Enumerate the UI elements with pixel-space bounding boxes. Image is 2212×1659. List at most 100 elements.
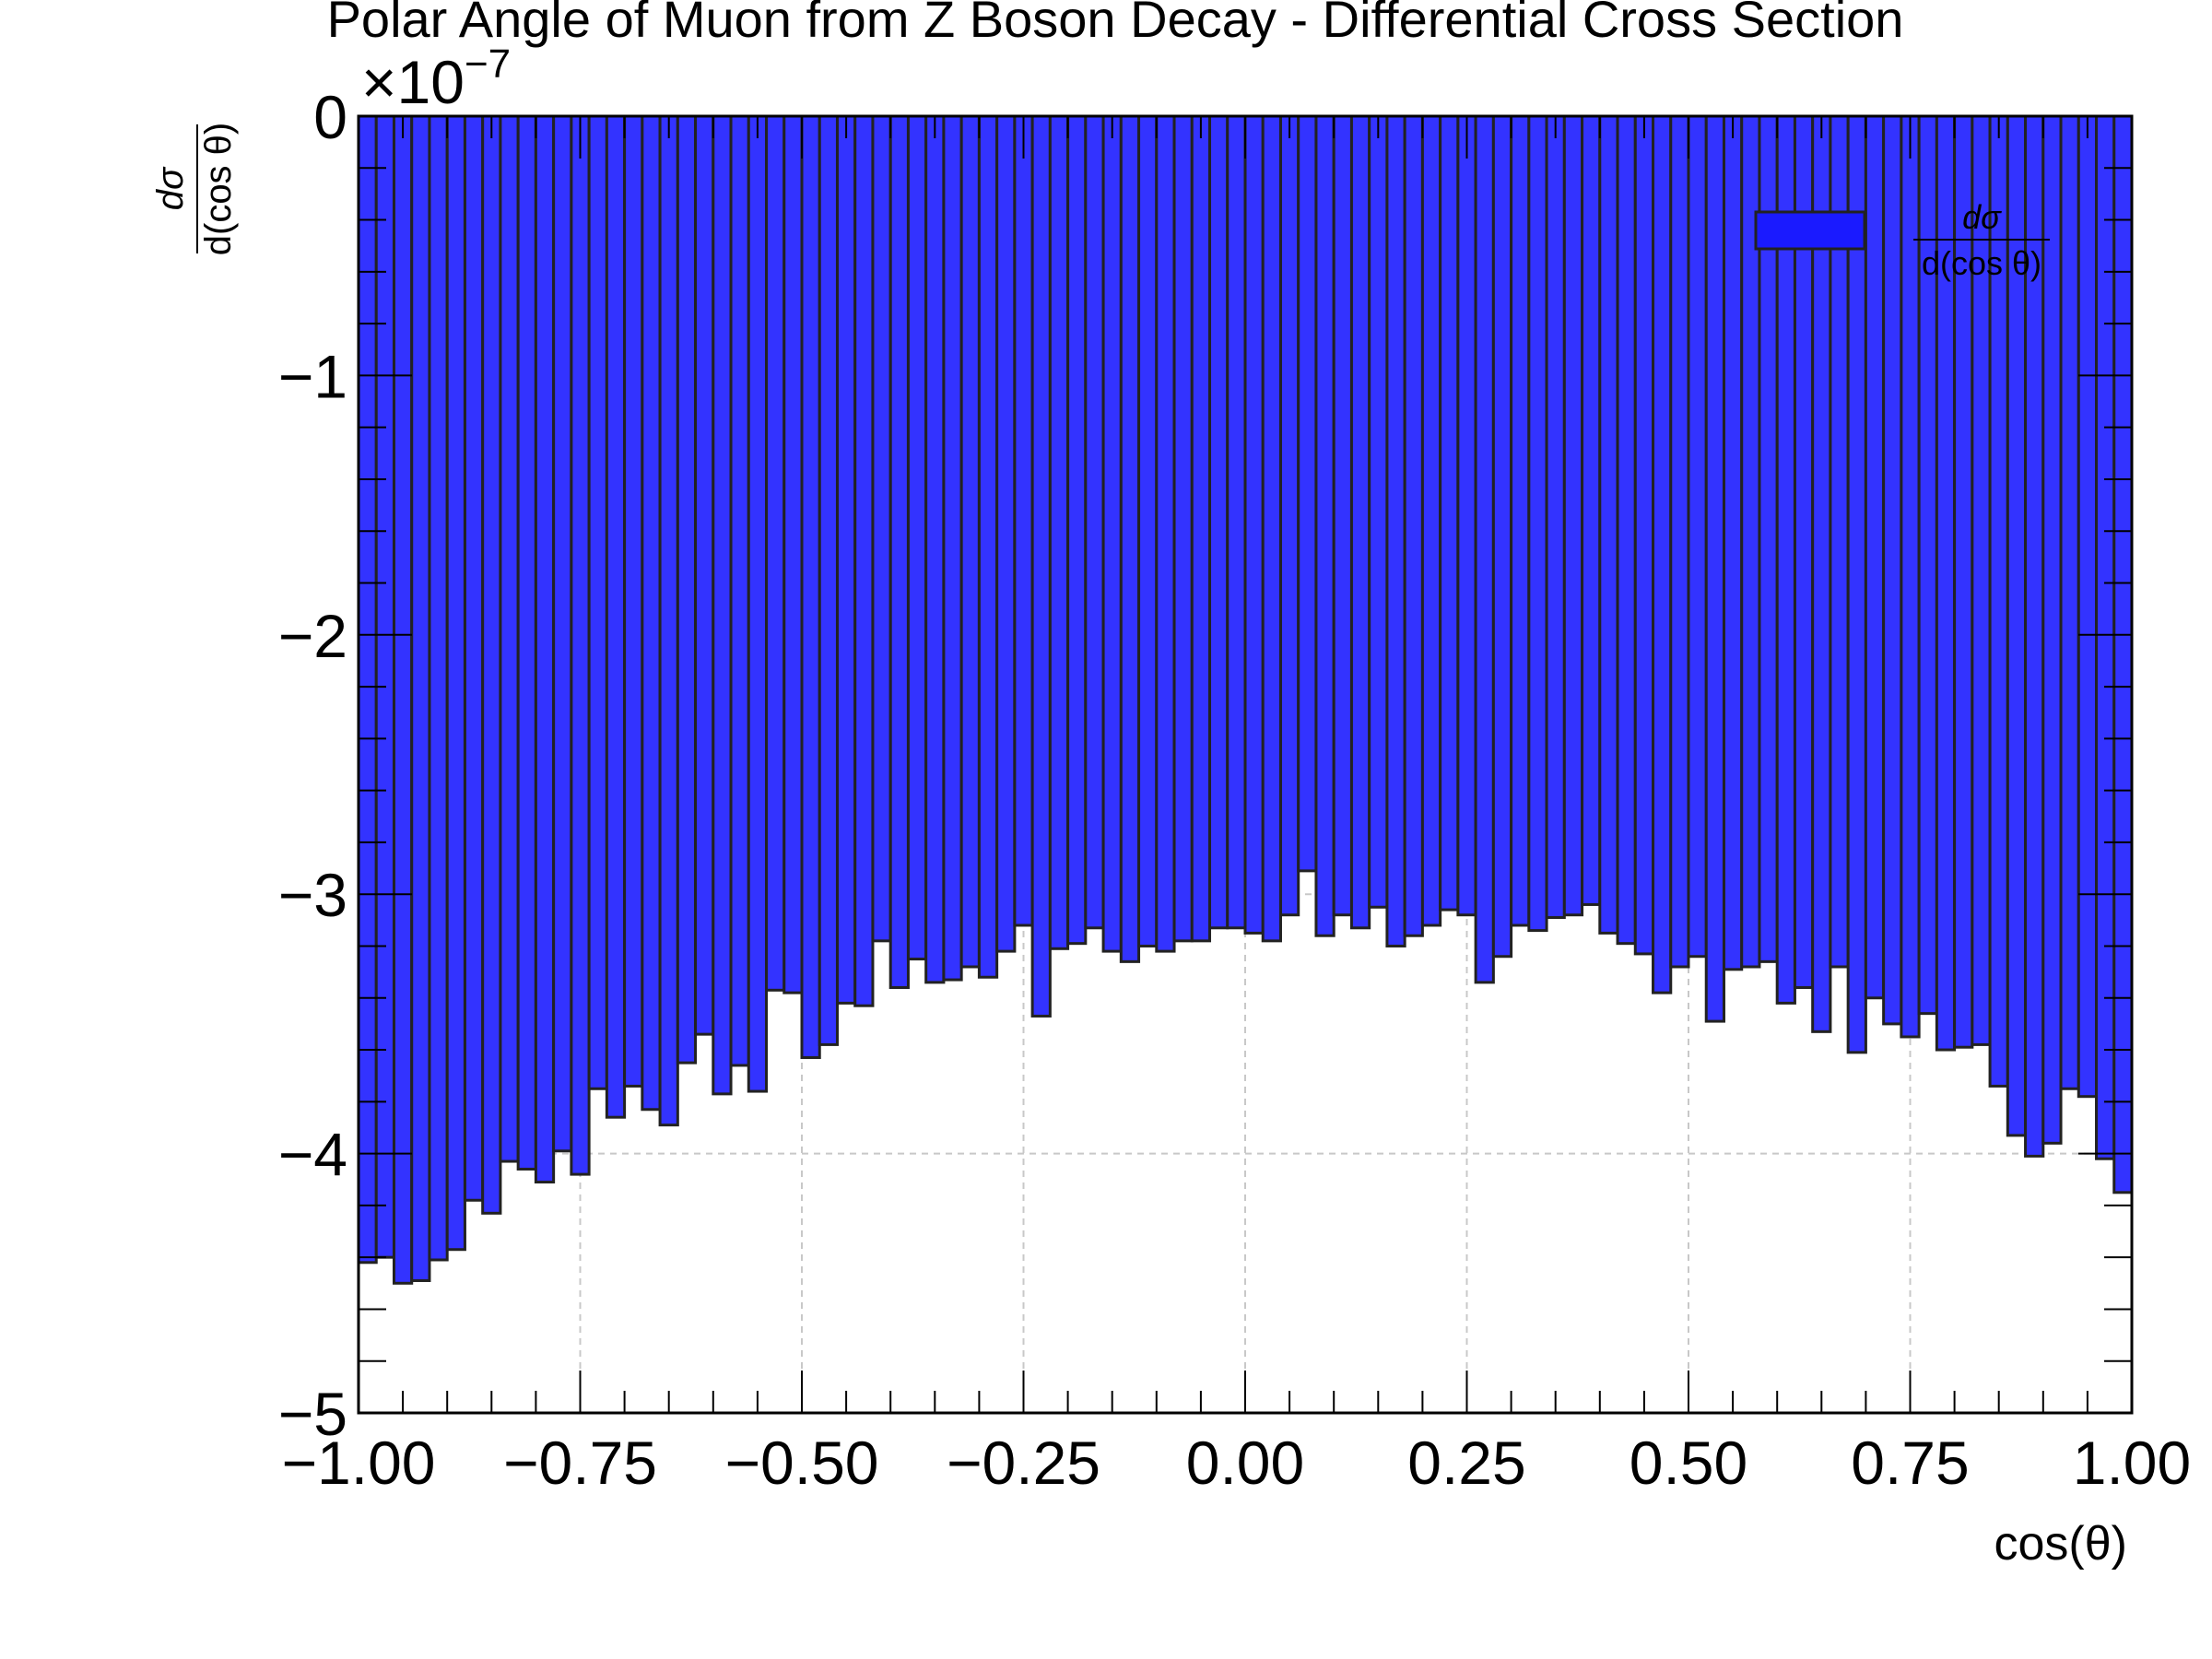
histogram-bar [1811,114,1832,1033]
legend-swatch [1754,210,1866,251]
histogram-bar [782,114,804,994]
histogram-bar [1013,114,1034,927]
histogram-bar [1119,114,1141,963]
histogram-bar [1172,114,1194,943]
histogram-bar [587,114,608,1090]
histogram-bar [800,114,821,1059]
histogram-bar [1882,114,1903,1026]
legend-label-numerator: dσ [1962,198,2002,236]
histogram-bar [1581,114,1602,906]
histogram-bar [871,114,892,943]
bars-group [357,114,2134,1285]
histogram-bar [623,114,644,1088]
histogram-bar [534,114,556,1184]
x-tick-label: 0.50 [1630,1429,1747,1497]
histogram-bar [499,114,520,1163]
histogram-bar [1846,114,1867,1054]
histogram-bar [1652,114,1673,994]
histogram-bar [2112,114,2134,1194]
x-tick-label: 0.75 [1851,1429,1969,1497]
histogram-bar [1704,114,1725,1023]
histogram-bar [2041,114,2063,1145]
histogram-bar [853,114,875,1007]
histogram-bar [1084,114,1105,930]
x-axis-label: cos(θ) [1994,1517,2127,1571]
histogram-bar [1900,114,1921,1039]
histogram-bar [1385,114,1406,947]
histogram-bar [1491,114,1513,959]
histogram-bar [712,114,733,1096]
legend: dσ d(cos θ) [1754,198,2050,282]
histogram-bar [977,114,999,979]
histogram-bar [1314,114,1335,937]
histogram-bar [357,114,378,1265]
histogram-bar [1598,114,1619,935]
histogram-bar [1474,114,1495,984]
histogram-bar [835,114,857,1005]
histogram-bar [1545,114,1566,920]
legend-label-denominator: d(cos θ) [1922,244,2041,282]
histogram-bar [1562,114,1584,917]
x-tick-label: 0.00 [1186,1429,1304,1497]
histogram-bar [392,114,414,1285]
y-tick-label: −4 [278,1121,347,1189]
histogram-bar [1208,114,1230,930]
histogram-bar [570,114,591,1176]
histogram-bar [765,114,786,992]
histogram-bar [1101,114,1123,953]
histogram-bar [1420,114,1442,927]
histogram-bar [1030,114,1052,1018]
histogram-bar [1722,114,1744,971]
histogram-bar [818,114,839,1046]
histogram-bar [1261,114,1282,943]
x-tick-label: −1.00 [282,1429,436,1497]
histogram-bar [1669,114,1690,969]
axis-ticks [358,115,2133,1414]
y-tick-label: 0 [313,83,347,151]
histogram-bar [1243,114,1265,935]
histogram-bar [1510,114,1531,927]
histogram-bar [942,114,963,982]
histogram-bar [481,114,502,1215]
histogram-bar [747,114,769,1093]
y-tick-labels: 0 −1 −2 −3 −4 −5 [278,83,347,1448]
histogram-bar [1633,114,1655,956]
histogram-bar [1403,114,1424,937]
histogram-bar [1137,114,1159,947]
x-tick-label: 0.25 [1407,1429,1525,1497]
histogram-bar [1278,114,1300,917]
histogram-bar [888,114,910,990]
y-tick-label: −5 [278,1380,347,1448]
x-tick-label: −0.50 [725,1429,879,1497]
histogram-bar [694,114,715,1036]
histogram-bar [729,114,750,1067]
histogram-bar [428,114,449,1262]
histogram-bar [1349,114,1371,930]
histogram-bar [959,114,981,969]
histogram-bar [1048,114,1070,950]
histogram-bar [1297,114,1318,873]
histogram-bar [1456,114,1477,917]
chart-title: Polar Angle of Muon from Z Boson Decay -… [327,0,1904,48]
histogram-bar [1155,114,1176,953]
histogram-bar [1368,114,1389,909]
histogram-bar [1527,114,1548,933]
histogram-bar [605,114,627,1119]
histogram-bar [445,114,466,1252]
histogram-bar [1864,114,1886,1000]
x-tick-label: −0.25 [947,1429,1100,1497]
y-tick-label: −2 [278,602,347,670]
histogram-bar [552,114,573,1153]
histogram-bar [641,114,662,1112]
histogram-bar [1439,114,1460,912]
x-tick-labels: −1.00 −0.75 −0.50 −0.25 0.00 0.25 0.50 0.75 1.00 [282,1429,2192,1497]
y-tick-label: −1 [278,342,347,410]
histogram-bar [995,114,1017,953]
y-tick-label: −3 [278,861,347,929]
histogram-bar [1066,114,1088,946]
histogram-bar [516,114,537,1171]
x-tick-label: 1.00 [2073,1429,2191,1497]
histogram-bar [1190,114,1212,943]
histogram-bar [658,114,679,1127]
